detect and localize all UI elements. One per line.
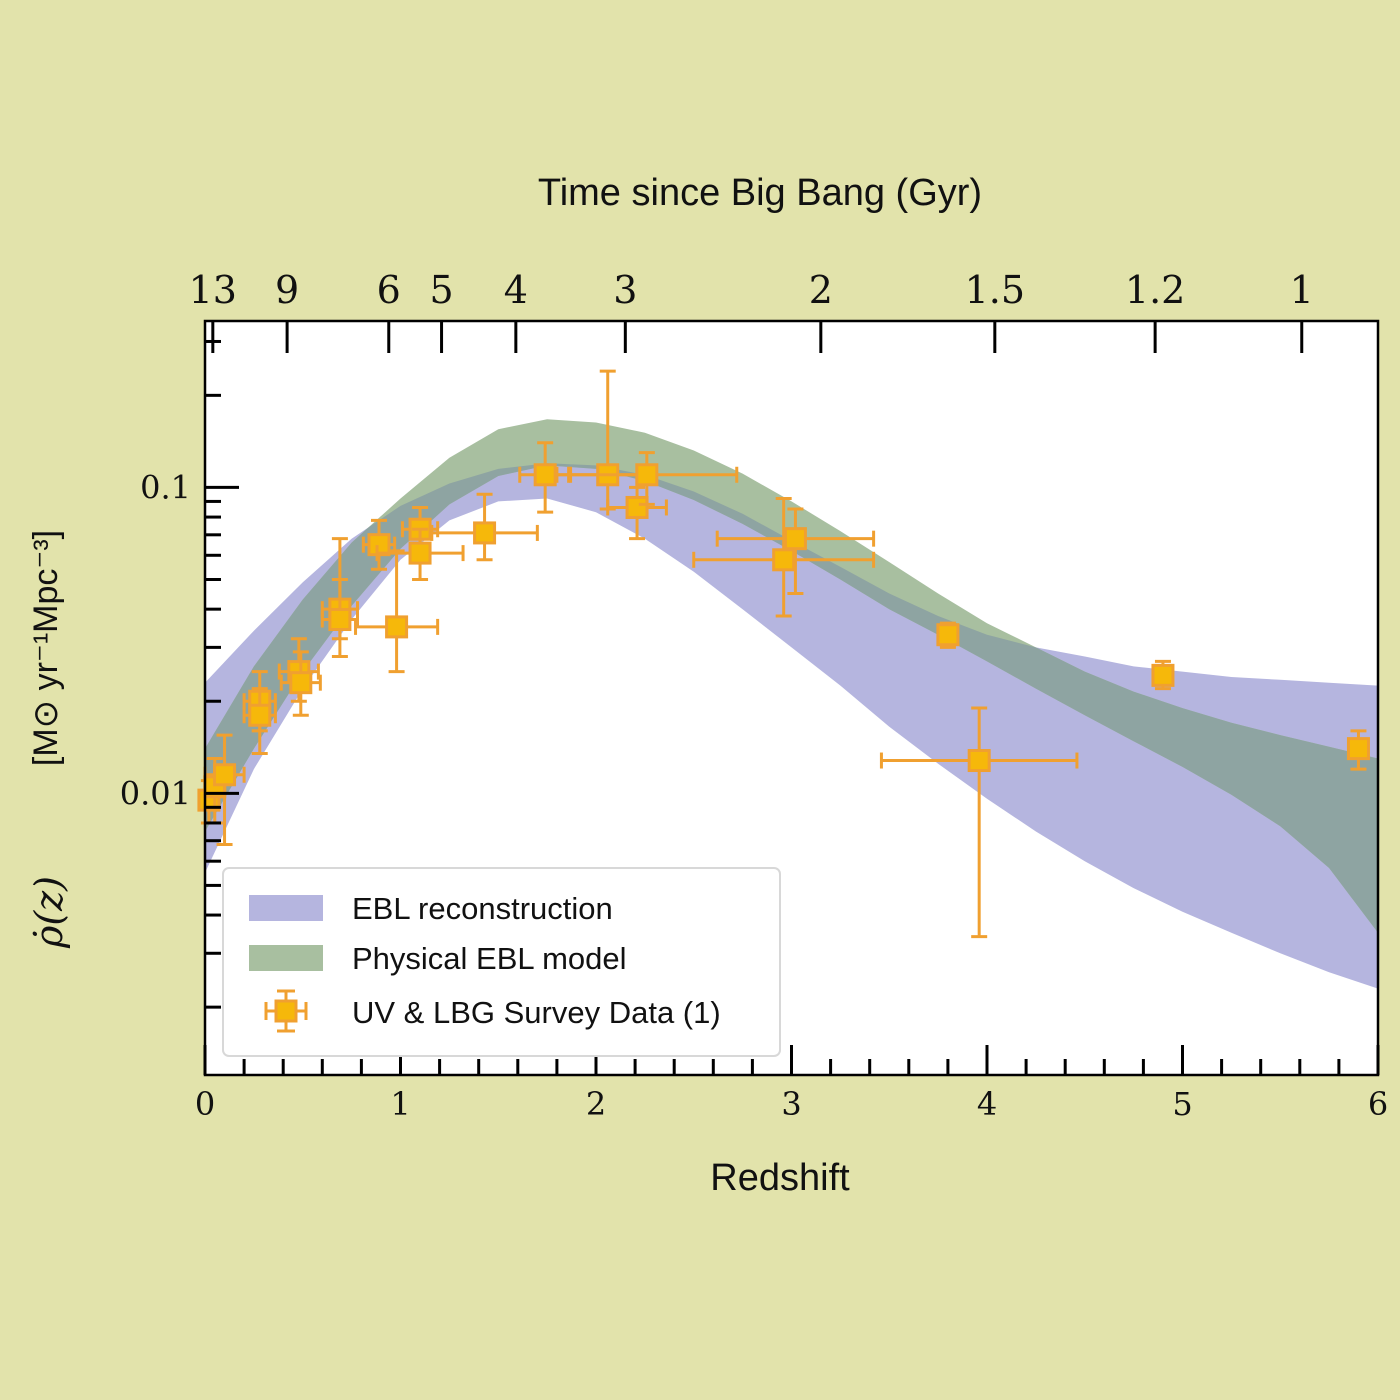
ebl-reconstruction-band bbox=[205, 463, 1378, 989]
top-tick-label-9: 1 bbox=[1290, 268, 1314, 312]
data-point-19 bbox=[715, 507, 876, 596]
legend: EBL reconstruction Physical EBL model UV… bbox=[222, 867, 781, 1057]
y-tick-label-0: 0.01 bbox=[120, 774, 191, 812]
x-tick-label-5: 5 bbox=[1172, 1085, 1192, 1123]
legend-marker-points bbox=[264, 989, 308, 1033]
x-tick-label-4: 4 bbox=[977, 1085, 997, 1123]
y-axis-symbol: ρ̇(z) bbox=[27, 876, 71, 949]
x-tick-label-6: 6 bbox=[1368, 1085, 1388, 1123]
data-point-10 bbox=[354, 549, 440, 674]
top-tick-label-5: 3 bbox=[613, 268, 637, 312]
data-point-22 bbox=[1151, 659, 1175, 691]
physical-model-band bbox=[205, 419, 1378, 933]
y-axis-units: [M⊙ yr⁻¹Mpc⁻³] bbox=[27, 530, 65, 766]
y-tick-label-1: 0.1 bbox=[140, 468, 191, 506]
bottom-axis: 0 1 2 3 4 5 6 bbox=[195, 1045, 1388, 1123]
x-axis-label: Redshift bbox=[710, 1157, 850, 1199]
top-tick-label-0: 13 bbox=[189, 268, 237, 312]
legend-label-points: UV & LBG Survey Data (1) bbox=[352, 995, 721, 1030]
left-axis: 0.01 0.1 bbox=[120, 339, 239, 1009]
data-point-17 bbox=[555, 451, 739, 506]
data-points-layer bbox=[197, 369, 1370, 939]
x-tick-label-1: 1 bbox=[390, 1085, 410, 1123]
data-point-13 bbox=[430, 492, 539, 562]
x-tick-label-2: 2 bbox=[586, 1085, 606, 1123]
top-tick-label-6: 2 bbox=[809, 268, 833, 312]
bands-layer bbox=[205, 419, 1378, 989]
data-point-23 bbox=[1346, 729, 1370, 771]
data-point-4 bbox=[242, 687, 277, 755]
top-tick-label-4: 4 bbox=[504, 268, 528, 312]
top-tick-label-2: 6 bbox=[377, 268, 401, 312]
top-tick-label-1: 9 bbox=[275, 268, 299, 312]
data-point-9 bbox=[361, 518, 397, 571]
data-point-8 bbox=[320, 537, 359, 659]
legend-label-ebl: EBL reconstruction bbox=[352, 891, 613, 926]
x-tick-label-0: 0 bbox=[195, 1085, 215, 1123]
legend-swatch-physical bbox=[249, 945, 323, 971]
data-point-16 bbox=[606, 485, 668, 541]
data-point-12 bbox=[375, 527, 465, 582]
x-tick-label-3: 3 bbox=[781, 1085, 801, 1123]
top-axis: 13 9 6 5 4 3 2 1.5 1.2 1 bbox=[189, 268, 1314, 353]
top-tick-label-7: 1.5 bbox=[965, 268, 1025, 312]
top-axis-label: Time since Big Bang (Gyr) bbox=[538, 172, 982, 214]
legend-swatch-ebl bbox=[249, 895, 323, 921]
legend-label-physical: Physical EBL model bbox=[352, 941, 627, 976]
legend-box bbox=[222, 867, 781, 1057]
data-point-6 bbox=[279, 650, 322, 717]
top-tick-label-8: 1.2 bbox=[1125, 268, 1185, 312]
data-point-20 bbox=[936, 621, 960, 649]
data-point-18 bbox=[692, 497, 876, 618]
data-point-21 bbox=[879, 706, 1079, 939]
top-tick-label-3: 5 bbox=[429, 268, 453, 312]
